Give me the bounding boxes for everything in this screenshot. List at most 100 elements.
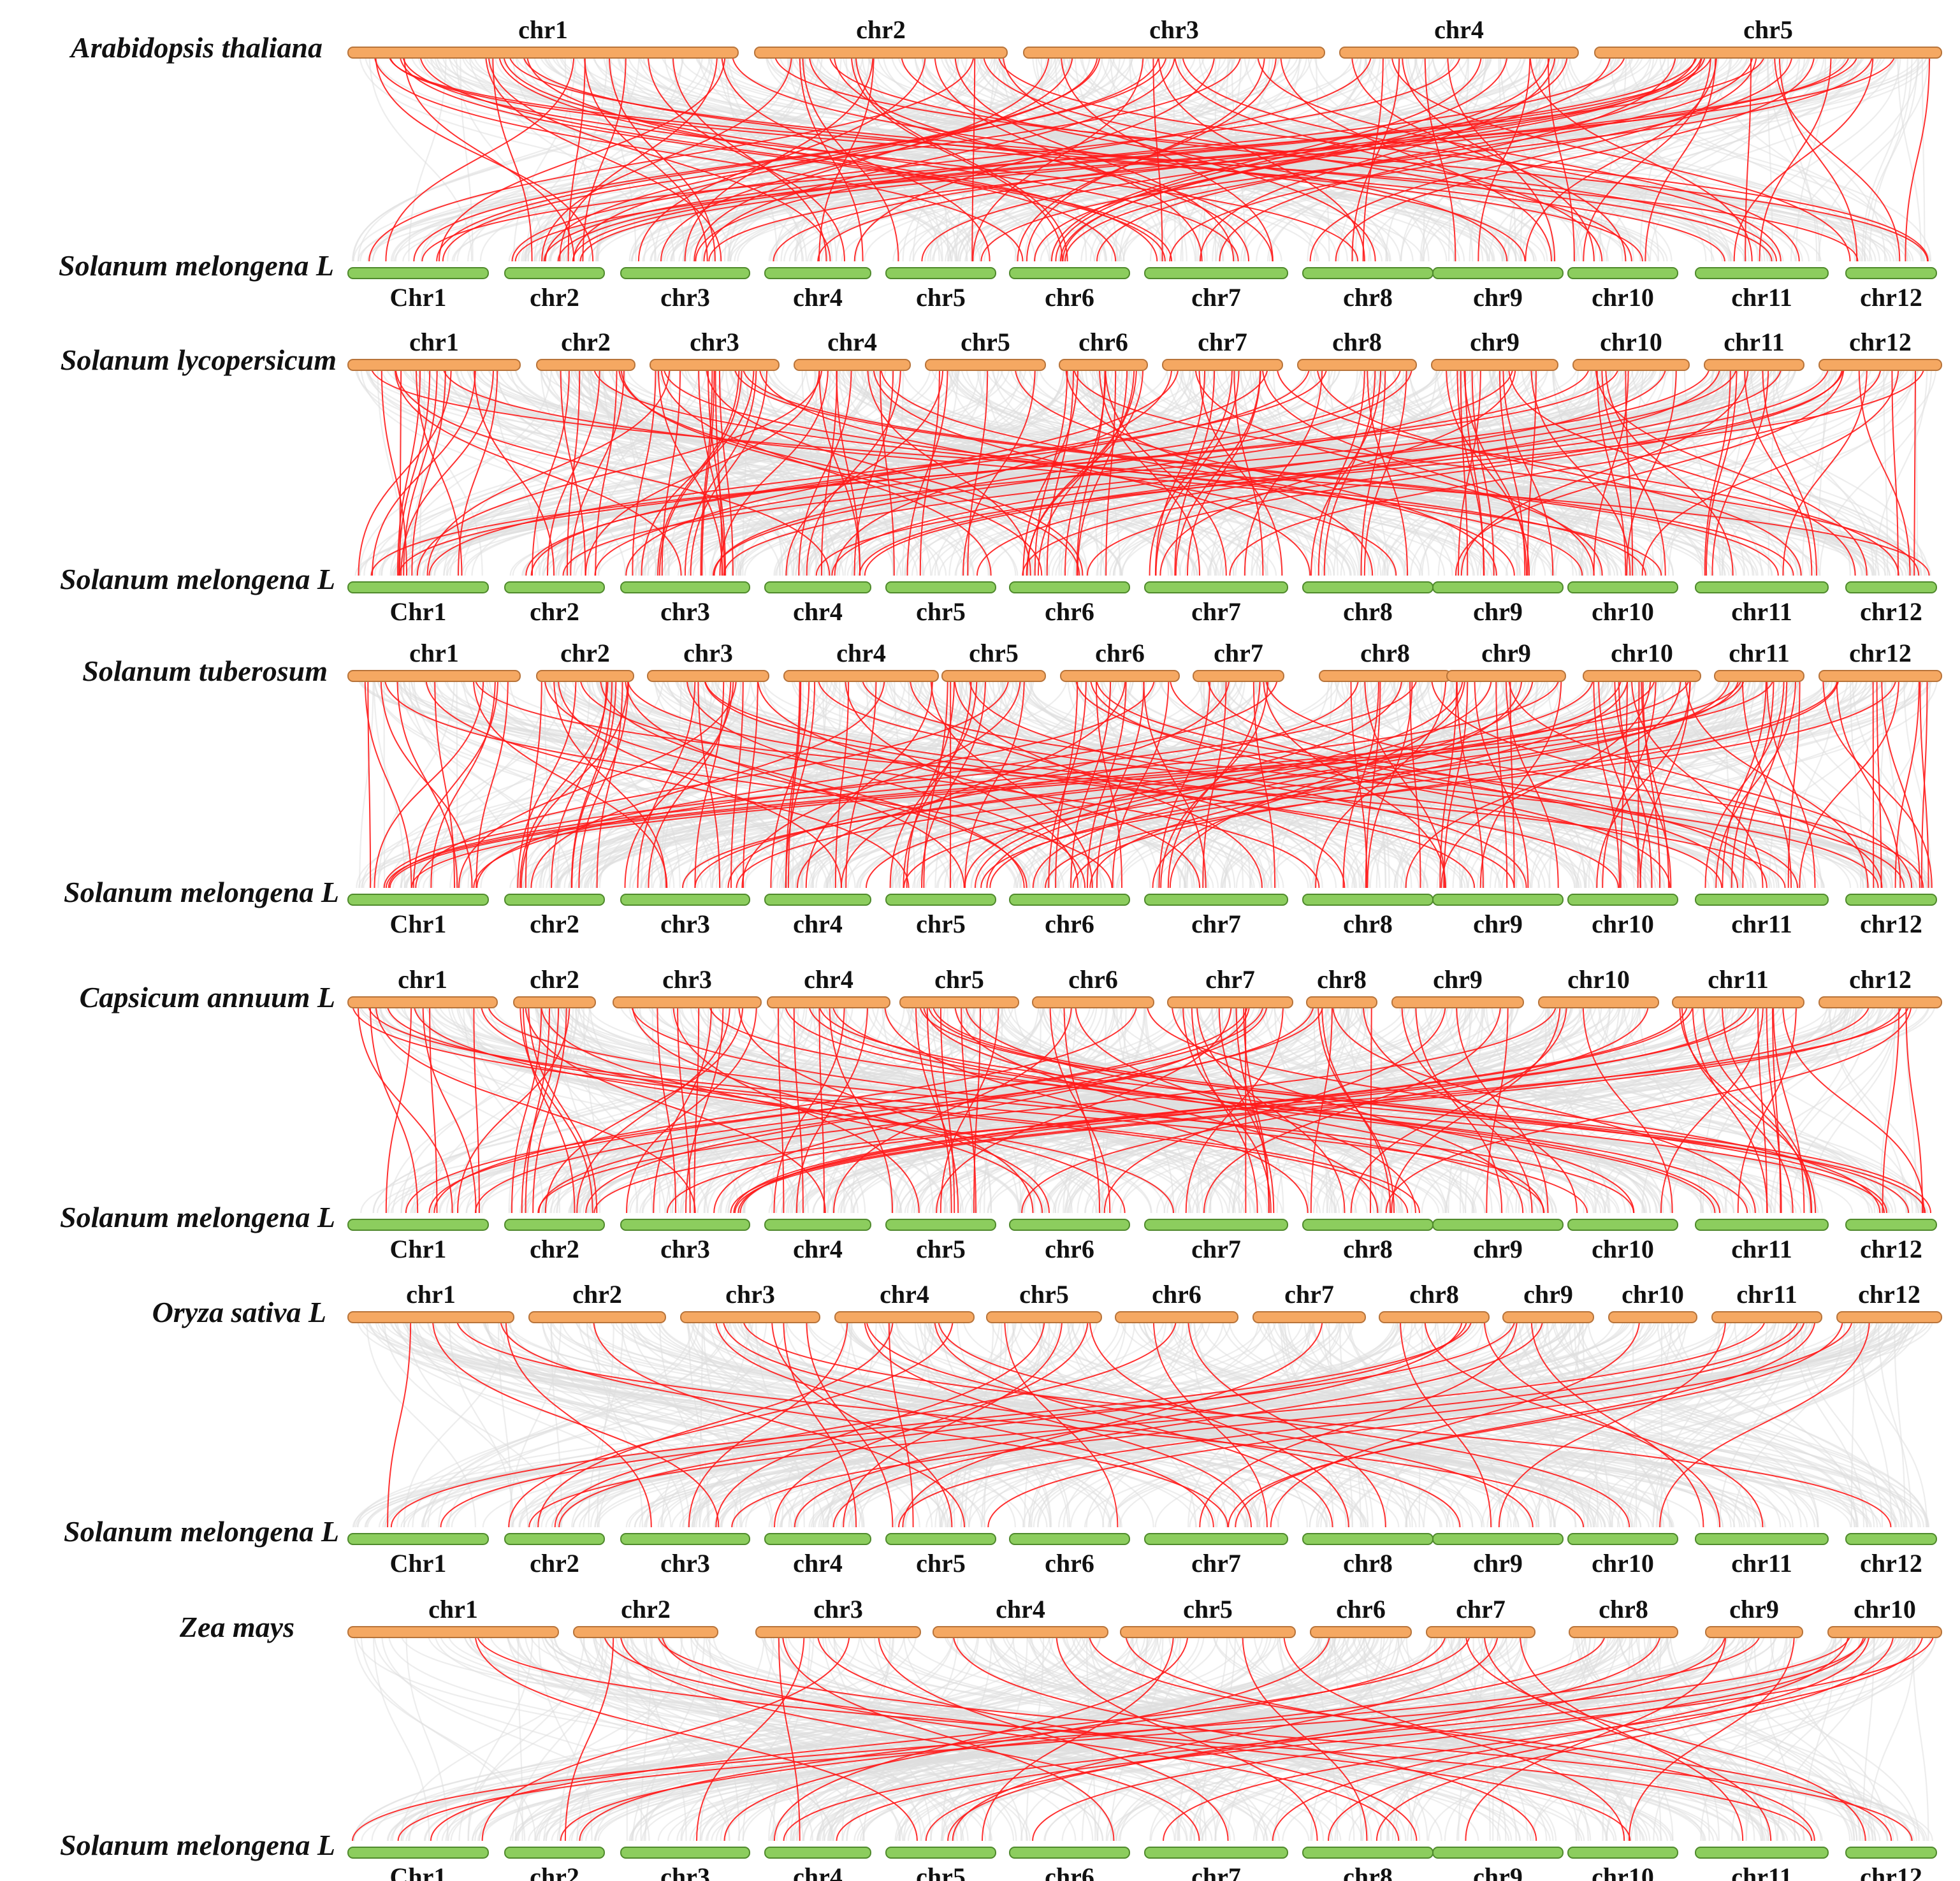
reference-chromosome-label: chr8 bbox=[1343, 1549, 1393, 1578]
synteny-link-highlight bbox=[653, 1003, 713, 1214]
reference-chromosome-label: chr9 bbox=[1473, 1235, 1523, 1263]
synteny-link-highlight bbox=[861, 676, 1879, 889]
synteny-link-highlight bbox=[388, 53, 1725, 262]
query-chromosome-label: chr6 bbox=[1078, 328, 1128, 356]
synteny-link-background bbox=[366, 1318, 476, 1528]
synteny-link-background bbox=[809, 53, 1730, 262]
reference-chromosome-label: chr5 bbox=[916, 1549, 966, 1578]
synteny-link-highlight bbox=[457, 1003, 570, 1214]
reference-chromosome-bar bbox=[1302, 1533, 1434, 1545]
synteny-link-highlight bbox=[866, 1318, 1534, 1528]
reference-chromosome-label: chr8 bbox=[1343, 910, 1393, 938]
synteny-link-background bbox=[1051, 365, 1611, 576]
synteny-link-background bbox=[1024, 365, 1593, 576]
synteny-link-highlight bbox=[817, 53, 1706, 262]
synteny-link-background bbox=[1528, 365, 1753, 576]
reference-chromosome-bar bbox=[1009, 1219, 1130, 1231]
reference-chromosome-bar bbox=[1845, 581, 1937, 593]
query-chromosome-bar bbox=[1502, 1311, 1594, 1323]
synteny-link-background bbox=[1484, 1318, 1905, 1528]
synteny-link-highlight bbox=[785, 365, 944, 576]
synteny-link-highlight bbox=[937, 1318, 1630, 1528]
synteny-link-highlight bbox=[657, 1003, 677, 1214]
synteny-link-background bbox=[575, 1003, 1715, 1214]
synteny-link-background bbox=[1205, 1003, 1640, 1214]
synteny-link-background bbox=[632, 1318, 1121, 1528]
synteny-link-background bbox=[620, 1318, 774, 1528]
synteny-link-background bbox=[641, 676, 713, 889]
synteny-link-highlight bbox=[1257, 53, 1800, 262]
synteny-link-background bbox=[1500, 676, 1885, 889]
reference-chromosome-label: Chr1 bbox=[390, 597, 447, 626]
synteny-link-background bbox=[374, 1632, 730, 1841]
synteny-link-highlight bbox=[402, 53, 1359, 262]
query-chromosome-bar bbox=[347, 1311, 514, 1323]
synteny-link-background bbox=[792, 365, 831, 576]
synteny-link-highlight bbox=[1401, 1003, 1533, 1214]
synteny-link-background bbox=[1473, 1003, 1922, 1214]
synteny-link-background bbox=[683, 676, 1674, 889]
synteny-link-highlight bbox=[845, 676, 877, 889]
query-chromosome-bar bbox=[1426, 1626, 1535, 1638]
synteny-link-highlight bbox=[528, 1318, 1766, 1528]
synteny-link-background bbox=[526, 1003, 869, 1214]
query-chromosome-label: chr9 bbox=[1481, 639, 1531, 667]
synteny-link-highlight bbox=[833, 53, 1249, 262]
synteny-link-background bbox=[725, 365, 838, 576]
synteny-link-highlight bbox=[525, 676, 542, 889]
synteny-link-highlight bbox=[713, 1003, 1251, 1214]
synteny-link-highlight bbox=[660, 53, 1073, 262]
synteny-link-background bbox=[857, 1632, 1854, 1841]
synteny-link-background bbox=[412, 1318, 730, 1528]
reference-chromosome-bar bbox=[504, 267, 605, 279]
synteny-link-background bbox=[353, 1632, 536, 1841]
synteny-link-background bbox=[940, 1318, 1167, 1528]
reference-chromosome-bar bbox=[1009, 1847, 1130, 1859]
query-chromosome-label: chr11 bbox=[1708, 965, 1769, 994]
reference-chromosome-bar bbox=[1695, 267, 1829, 279]
reference-chromosome-label: chr8 bbox=[1343, 1863, 1393, 1881]
synteny-link-highlight bbox=[537, 1318, 894, 1528]
query-chromosome-bar bbox=[1569, 1626, 1678, 1638]
synteny-link-highlight bbox=[511, 53, 1462, 262]
synteny-link-background bbox=[512, 1632, 699, 1841]
reference-chromosome-label: chr9 bbox=[1473, 597, 1523, 626]
query-chromosome-bar bbox=[1836, 1311, 1942, 1323]
reference-chromosome-label: chr10 bbox=[1592, 283, 1654, 312]
synteny-link-highlight bbox=[472, 676, 668, 889]
synteny-link-background bbox=[896, 676, 1696, 889]
synteny-link-highlight bbox=[1367, 676, 1413, 889]
synteny-link-background bbox=[1903, 676, 1932, 889]
synteny-link-highlight bbox=[1152, 1318, 1268, 1528]
synteny-link-background bbox=[368, 53, 473, 262]
synteny-link-highlight bbox=[806, 1318, 894, 1528]
synteny-link-background bbox=[1589, 365, 1929, 576]
synteny-link-background bbox=[586, 1318, 690, 1528]
synteny-link-highlight bbox=[1872, 676, 1875, 889]
synteny-link-background bbox=[441, 1632, 1509, 1841]
synteny-link-background bbox=[1240, 1003, 1648, 1214]
reference-chromosome-label: chr3 bbox=[660, 283, 710, 312]
synteny-link-background bbox=[1322, 1003, 1626, 1214]
synteny-link-background bbox=[547, 676, 1466, 889]
query-chromosome-bar bbox=[1608, 1311, 1697, 1323]
synteny-link-highlight bbox=[898, 1318, 1806, 1528]
synteny-link-background bbox=[1061, 1632, 1673, 1841]
synteny-link-background bbox=[374, 1003, 854, 1214]
synteny-link-highlight bbox=[1050, 53, 1482, 262]
synteny-link-highlight bbox=[682, 676, 1656, 889]
reference-chromosome-label: chr5 bbox=[916, 597, 966, 626]
synteny-link-highlight bbox=[818, 1003, 825, 1214]
synteny-link-background bbox=[1089, 53, 1418, 262]
synteny-link-highlight bbox=[693, 1003, 700, 1214]
reference-chromosome-bar bbox=[1432, 267, 1564, 279]
synteny-link-highlight bbox=[1502, 365, 1554, 576]
reference-chromosome-label: Chr1 bbox=[390, 910, 447, 938]
synteny-link-background bbox=[1352, 1632, 1796, 1841]
synteny-link-highlight bbox=[476, 1632, 1813, 1841]
synteny-link-background bbox=[697, 1003, 1319, 1214]
synteny-link-highlight bbox=[742, 1318, 1892, 1528]
synteny-link-background bbox=[1312, 1318, 1540, 1528]
synteny-link-highlight bbox=[987, 1318, 1854, 1528]
